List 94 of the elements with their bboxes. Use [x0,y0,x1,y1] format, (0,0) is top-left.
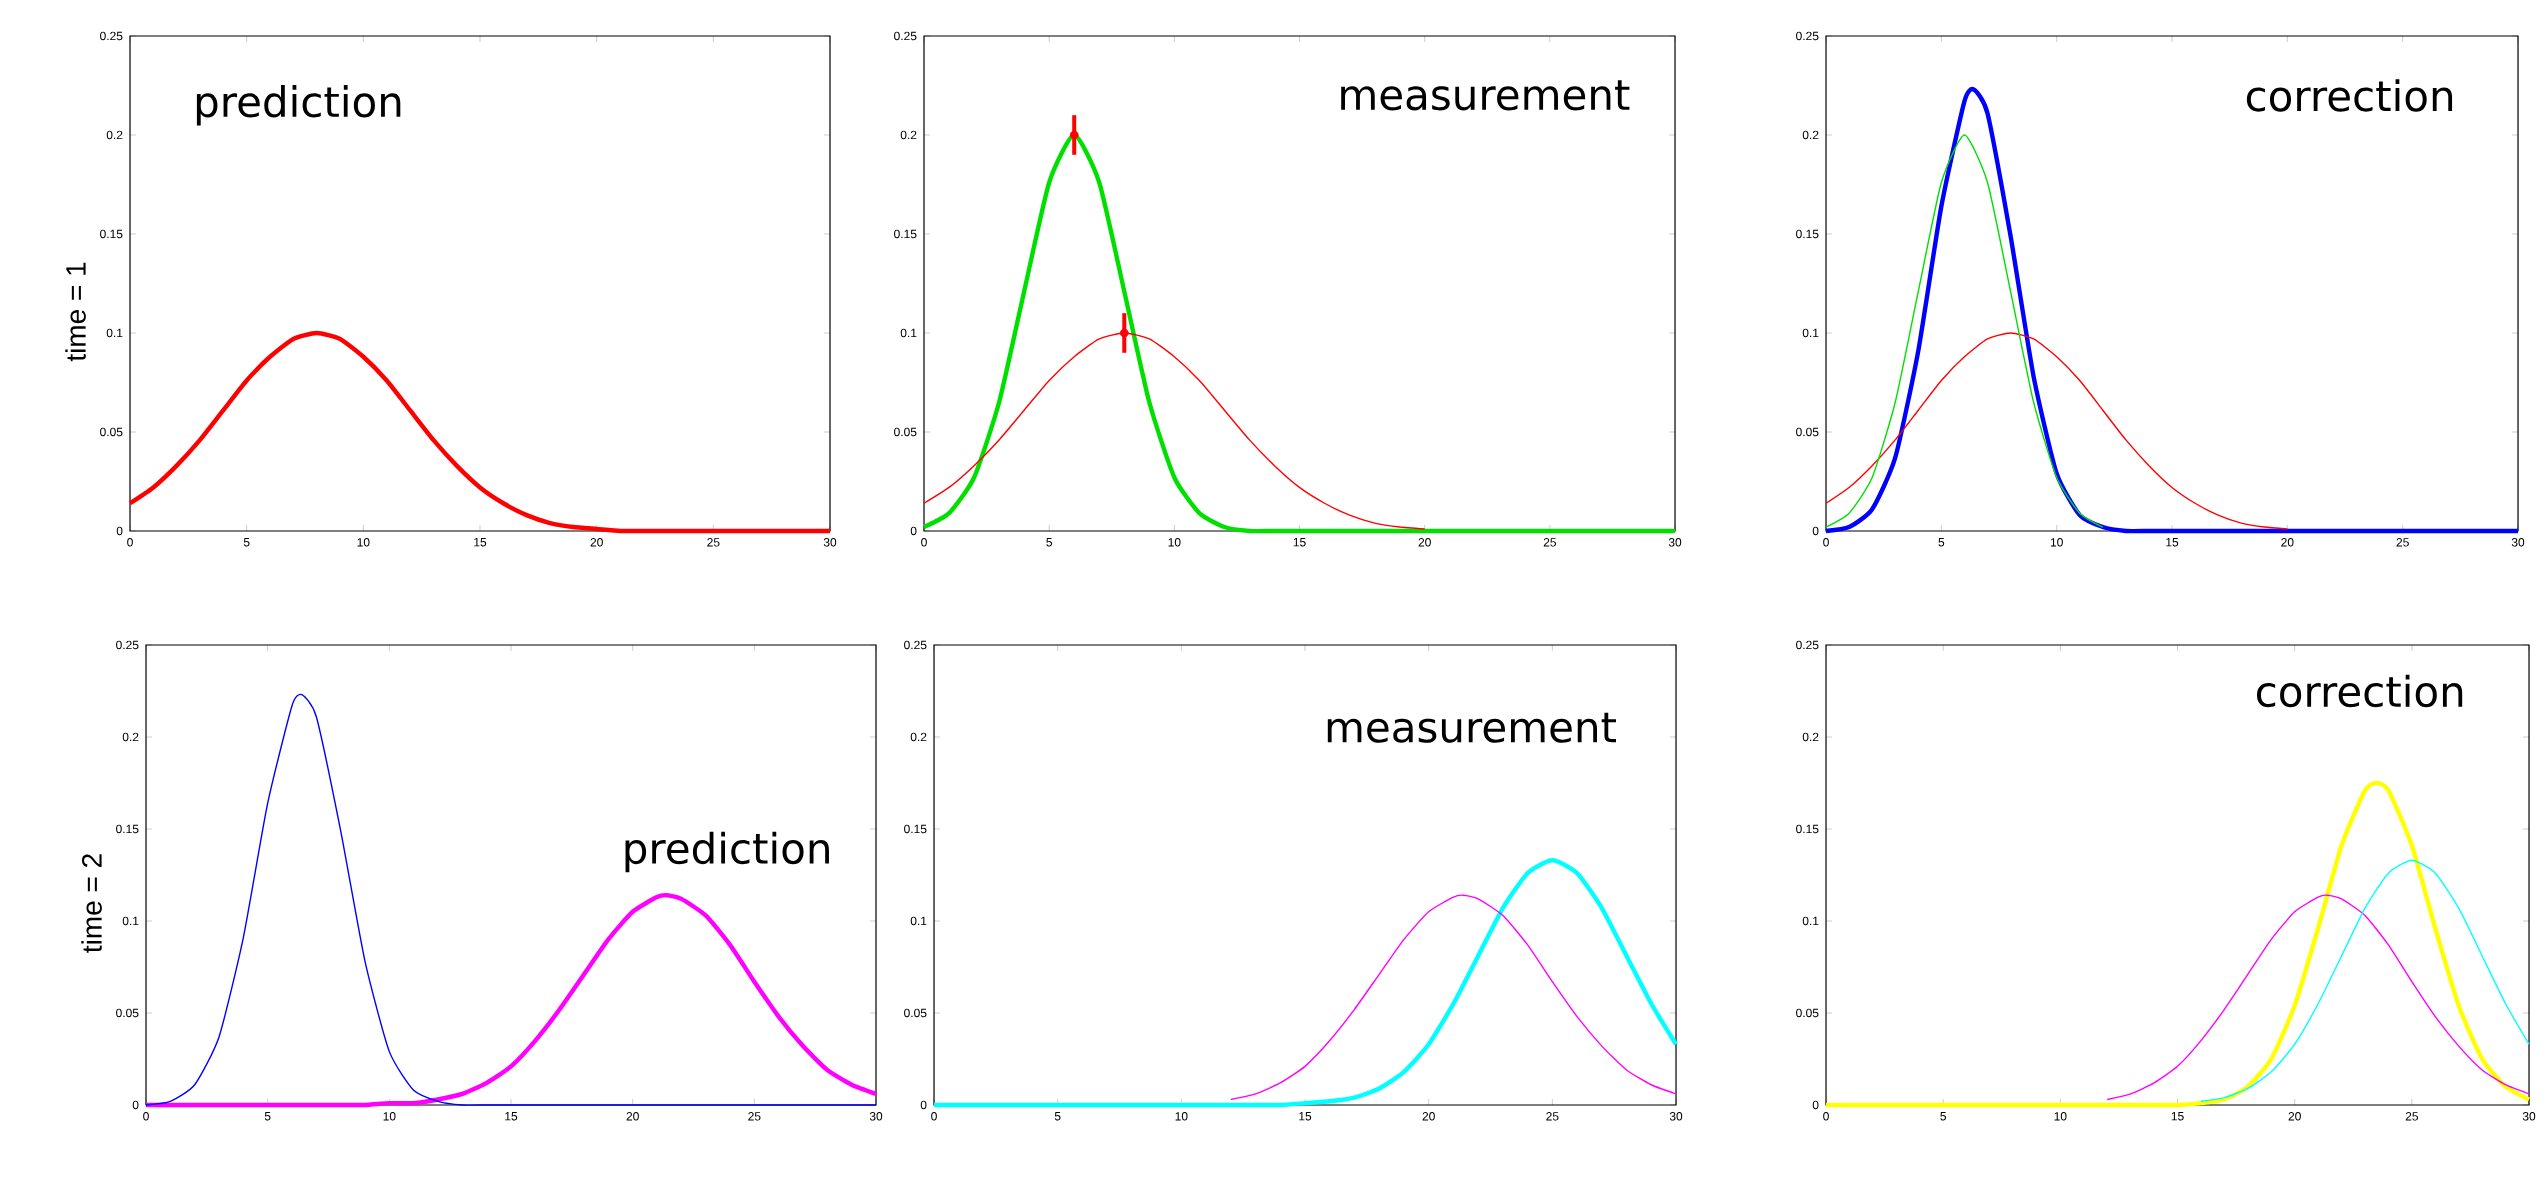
x-tick-label: 20 [626,1112,639,1121]
annotation: correction [2246,79,2453,112]
x-tick-label: 5 [1054,1112,1061,1121]
line-series [1230,894,1677,1101]
y-tick-label: 0 [1812,526,1819,536]
x-tick-label: 5 [1938,538,1945,547]
line-series [1823,780,2532,1108]
y-tick-label: 0.15 [116,824,139,834]
x-tick-label: 10 [1168,538,1181,547]
x-tick-label: 20 [2281,538,2294,547]
x-tick-label: 0 [931,1112,937,1121]
y-axis-title: time = 1 [65,262,86,362]
y-tick-label: 0.25 [1796,31,1819,41]
annotation: prediction [196,84,401,126]
x-tick-label: 25 [1546,1112,1559,1121]
y-tick-label: 0.25 [894,31,917,41]
y-tick-label: 0.2 [122,732,139,742]
x-tick-label: 20 [1418,538,1431,547]
y-tick-label: 0.05 [116,1008,139,1018]
y-tick-label: 0.1 [1802,916,1819,926]
y-tick-label: 0.25 [1796,640,1819,650]
x-tick-label: 5 [243,538,250,547]
annotation: correction [2256,674,2463,708]
x-tick-label: 10 [2054,1112,2067,1121]
x-tick-label: 10 [357,538,370,547]
x-tick-label: 10 [2050,538,2063,547]
y-tick-label: 0 [116,526,123,536]
line-series [145,693,877,1106]
annotation: measurement [1327,712,1617,743]
x-tick-label: 25 [748,1112,761,1121]
y-tick-label: 0.2 [106,130,123,140]
y-tick-label: 0 [910,526,917,536]
x-tick-label: 15 [505,1112,518,1121]
x-tick-label: 25 [2405,1112,2419,1121]
line-series [1825,134,2104,528]
y-tick-label: 0.15 [1796,229,1819,239]
y-tick-label: 0.2 [910,732,927,742]
line-series [127,330,833,534]
y-tick-label: 0.2 [900,130,917,140]
x-tick-label: 10 [383,1112,396,1121]
y-tick-label: 0.05 [1796,1008,1819,1018]
x-tick-label: 30 [2522,1112,2536,1121]
x-tick-label: 25 [1543,538,1557,547]
x-tick-label: 25 [2396,538,2409,547]
y-tick-label: 0.2 [1802,732,1819,742]
x-tick-label: 0 [1823,1112,1829,1121]
y-tick-label: 0.1 [900,328,917,338]
x-tick-label: 20 [2288,1112,2301,1121]
y-tick-label: 0.1 [910,916,927,926]
y-tick-label: 0.05 [1796,427,1819,437]
line-series [143,893,879,1108]
y-tick-label: 0.25 [904,640,927,650]
x-tick-label: 10 [1175,1112,1188,1121]
y-tick-label: 0.1 [122,916,139,926]
y-tick-label: 0 [920,1100,927,1110]
y-tick-label: 0.15 [100,229,123,239]
x-tick-label: 0 [1823,538,1829,547]
x-tick-label: 5 [1046,538,1053,547]
x-tick-label: 15 [2171,1112,2184,1121]
x-tick-label: 30 [1668,538,1682,547]
line-series [2106,894,2530,1101]
y-tick-label: 0.15 [904,824,927,834]
line-series [931,858,1679,1108]
x-tick-label: 30 [2511,538,2525,547]
x-tick-label: 25 [707,538,720,547]
y-tick-label: 0.1 [1802,328,1819,338]
y-tick-label: 0.05 [904,1008,927,1018]
y-tick-label: 0 [132,1100,139,1110]
y-tick-label: 0.05 [894,427,917,437]
x-tick-label: 0 [143,1112,149,1121]
y-tick-label: 0.1 [106,328,123,338]
annotation: prediction [625,831,829,873]
x-tick-label: 20 [1422,1112,1435,1121]
y-axis-title: time = 2 [81,854,102,953]
x-tick-label: 5 [1940,1112,1947,1121]
line-series [1825,332,2289,530]
x-tick-label: 20 [590,538,603,547]
annotation: measurement [1341,80,1630,111]
y-tick-label: 0.25 [116,640,139,650]
line-series [2200,859,2530,1103]
y-tick-label: 0.25 [100,31,123,41]
x-tick-label: 15 [2166,538,2179,547]
y-tick-label: 0.05 [100,427,123,437]
y-tick-label: 0.15 [1796,824,1819,834]
x-tick-label: 15 [1293,538,1306,547]
y-tick-label: 0.2 [1802,130,1819,140]
x-tick-label: 15 [1299,1112,1312,1121]
x-tick-label: 15 [474,538,487,547]
x-tick-label: 30 [869,1112,883,1121]
x-tick-label: 5 [264,1112,271,1121]
y-tick-label: 0.15 [894,229,917,239]
x-tick-label: 30 [823,538,837,547]
x-tick-label: 30 [1669,1112,1683,1121]
y-tick-label: 0 [1812,1100,1819,1110]
